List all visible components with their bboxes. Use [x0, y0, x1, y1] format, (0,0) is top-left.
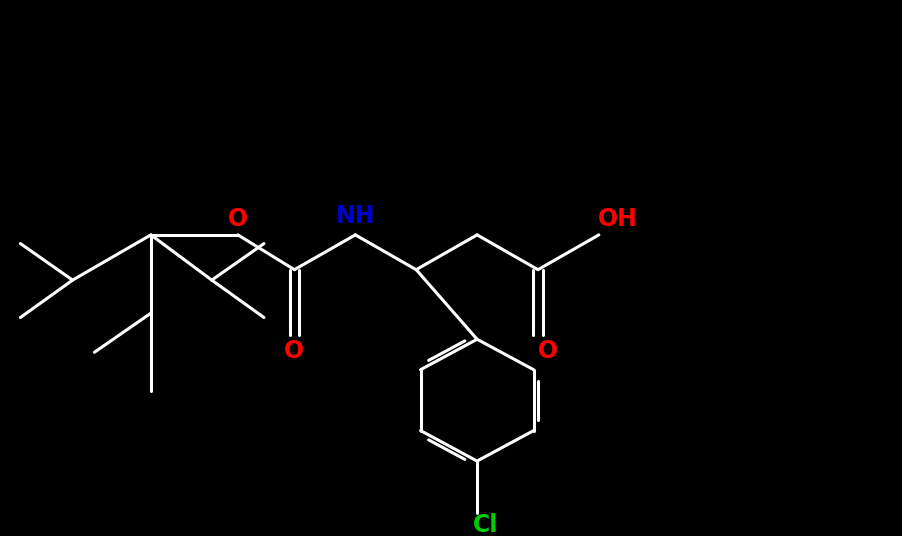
Text: NH: NH: [336, 204, 375, 228]
Text: OH: OH: [598, 207, 638, 231]
Text: O: O: [538, 339, 558, 362]
Text: O: O: [228, 207, 248, 231]
Text: Cl: Cl: [474, 512, 499, 536]
Text: O: O: [284, 339, 305, 362]
